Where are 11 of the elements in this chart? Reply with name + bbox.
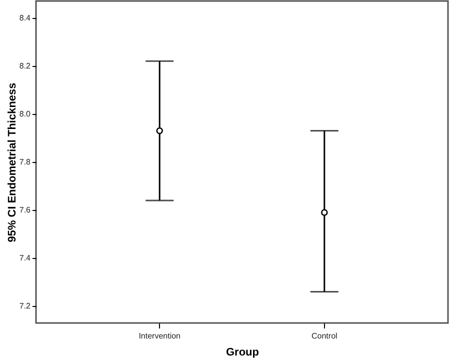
y-tick-label: 8.2 [19,61,32,70]
y-tick-label: 7.2 [19,302,32,311]
x-axis-title: Group [226,346,260,358]
y-tick-label: 7.8 [19,158,32,166]
y-tick-label: 7.4 [19,254,32,263]
x-tick-label: Control [312,332,338,340]
y-axis-title: 95% CI Endometrial Thickness [6,82,18,242]
y-tick-label: 8.0 [19,109,32,118]
y-tick-label: 8.4 [19,13,32,22]
x-tick-label: Intervention [138,332,181,340]
y-tick-label: 7.6 [19,206,32,215]
